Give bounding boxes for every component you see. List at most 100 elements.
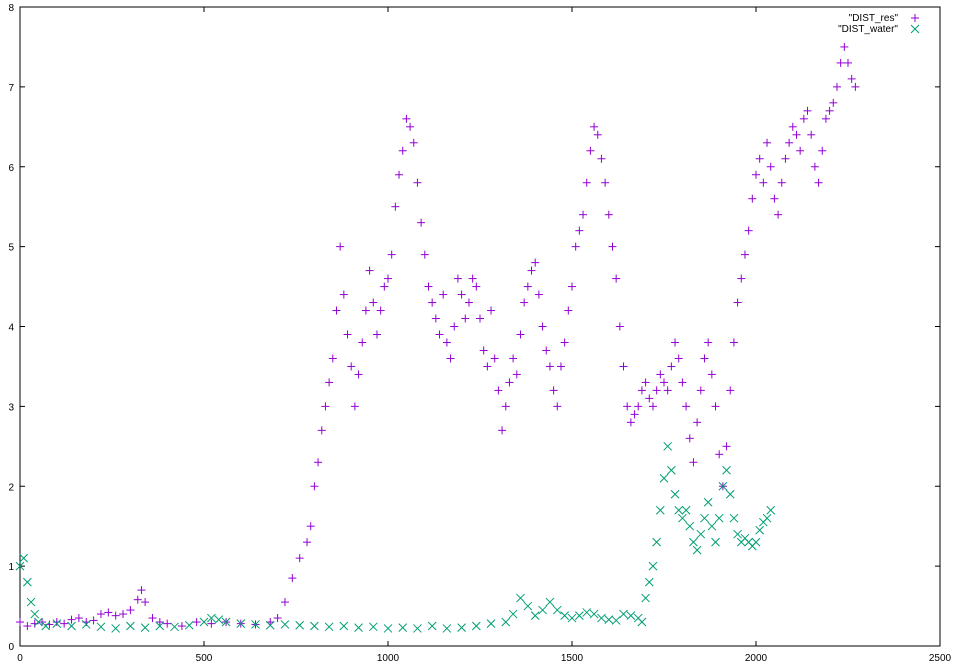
dist-res-point [829, 98, 838, 107]
dist-water-point [324, 622, 334, 632]
dist-water-point [52, 619, 62, 628]
dist-res-point [700, 354, 709, 363]
dist-res-point [656, 370, 665, 379]
dist-res-point [545, 362, 554, 371]
dist-res-point [317, 426, 326, 435]
dist-res-point [104, 608, 113, 617]
dist-water-point [755, 525, 765, 535]
dist-res-point [660, 378, 668, 387]
dist-res-point [707, 370, 716, 379]
dist-res-point [402, 114, 411, 123]
dist-res-point [295, 554, 304, 563]
dist-res-point [192, 618, 201, 627]
dist-res-point [464, 298, 473, 307]
y-tick-label: 5 [8, 243, 14, 254]
dist-water-point [457, 623, 466, 632]
dist-res-point [733, 298, 742, 307]
dist-water-point [67, 621, 76, 631]
dist-res-point [689, 458, 698, 467]
dist-water-point [427, 621, 437, 631]
dist-water-point [648, 561, 658, 571]
dist-res-point [288, 574, 297, 583]
dist-water-point [26, 597, 36, 607]
dist-water-point [19, 553, 29, 563]
dist-water-point [486, 619, 496, 628]
dist-water-point [23, 577, 32, 587]
dist-res-point [96, 610, 105, 619]
dist-res-point [667, 362, 676, 371]
dist-water-point [652, 537, 661, 547]
dist-res-point [634, 402, 643, 411]
dist-res-point [520, 298, 529, 307]
dist-res-point [479, 346, 488, 355]
dist-res-point [836, 58, 845, 67]
dist-water-point [611, 616, 621, 625]
dist-res-point [435, 330, 444, 339]
dist-res-point [336, 242, 345, 251]
dist-water-point [582, 608, 592, 617]
dist-res-point [498, 426, 507, 435]
dist-res-point [453, 274, 462, 283]
dist-res-point [384, 274, 392, 283]
x-tick-label: 0 [17, 653, 23, 664]
dist-water-point [575, 611, 584, 621]
dist-res-point [439, 290, 448, 299]
dist-res-point [685, 434, 694, 443]
dist-res-point [325, 378, 334, 387]
dist-res-point [799, 114, 808, 123]
dist-res-point [424, 282, 433, 291]
dist-res-point [23, 622, 32, 631]
dist-res-point [696, 386, 705, 395]
y-tick-label: 3 [8, 402, 14, 413]
dist-res-point [766, 162, 775, 171]
dist-water-point [96, 622, 106, 632]
dist-water-point [339, 621, 349, 631]
dist-res-point [280, 598, 289, 607]
dist-water-point [700, 513, 709, 523]
dist-res-point [328, 354, 337, 363]
dist-res-point [207, 619, 216, 628]
dist-water-point [663, 441, 673, 451]
dist-water-point [725, 489, 735, 499]
dist-res-point [630, 410, 639, 419]
dist-res-point [361, 306, 370, 315]
dist-water-point [545, 597, 555, 607]
dist-res-point [387, 250, 396, 259]
dist-res-point [575, 226, 584, 235]
dist-res-point [431, 314, 440, 323]
dist-res-point [406, 122, 415, 131]
dist-water-point [508, 609, 518, 619]
dist-water-point [762, 513, 772, 523]
dist-res-point [560, 338, 569, 347]
dist-res-point [531, 258, 540, 267]
dist-res-point [604, 210, 613, 219]
dist-res-point [740, 250, 749, 259]
dist-res-point [538, 322, 547, 331]
dist-res-point [523, 282, 532, 291]
dist-res-point [494, 386, 503, 395]
dist-res-point [792, 130, 801, 139]
dist-res-point [420, 250, 429, 259]
dist-res-point [52, 618, 61, 627]
dist-water-point [442, 624, 452, 633]
dist-water-point [751, 537, 761, 547]
y-tick-label: 8 [8, 3, 14, 14]
x-tick-label: 1000 [377, 653, 400, 664]
dist-res-point [671, 338, 680, 347]
dist-res-point [413, 178, 422, 187]
dist-water-point [15, 561, 25, 571]
dist-res-point [461, 314, 470, 323]
dist-res-point [748, 194, 757, 203]
dist-res-point [527, 266, 536, 275]
dist-res-point [579, 210, 588, 219]
dist-res-point [380, 282, 389, 291]
dist-water-point [280, 620, 290, 629]
dist-res-point [16, 618, 24, 627]
dist-res-point [759, 178, 768, 187]
dist-water-point [696, 529, 706, 539]
dist-water-point [670, 489, 680, 499]
dist-water-point [707, 521, 717, 531]
dist-res-point [310, 482, 319, 491]
dist-water-point [354, 623, 363, 632]
legend: "DIST_res" "DIST_water" [838, 13, 920, 35]
